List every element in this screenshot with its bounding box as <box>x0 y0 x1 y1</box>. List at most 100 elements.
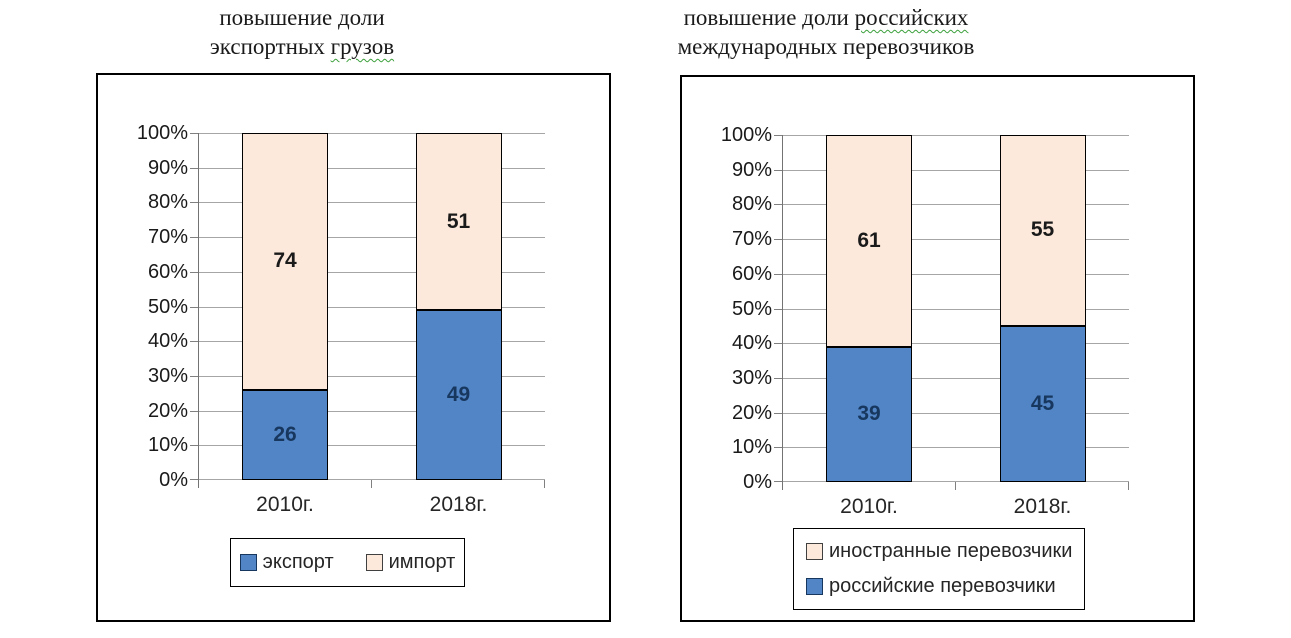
gridline <box>198 133 545 134</box>
bar-value-label: 61 <box>857 228 881 252</box>
y-axis-line <box>198 133 199 488</box>
y-axis-label: 0% <box>159 469 188 491</box>
y-axis-tick <box>190 376 198 377</box>
gridline <box>198 307 545 308</box>
legend-item: импорт <box>365 551 456 574</box>
y-axis-label: 20% <box>147 400 188 422</box>
y-axis-label: 20% <box>731 402 772 424</box>
left-chart-title: повышение доли экспортных грузов <box>96 3 508 61</box>
y-axis-label: 100% <box>136 122 188 144</box>
y-axis-tick <box>190 307 198 308</box>
y-axis-tick <box>774 239 782 240</box>
bar-value-label: 51 <box>446 209 471 233</box>
y-axis-label: 60% <box>731 263 772 285</box>
title-text: повышение доли <box>683 5 855 30</box>
y-axis-tick <box>190 168 198 169</box>
x-axis-tick <box>371 480 372 488</box>
legend-swatch <box>239 554 257 571</box>
legend-swatch <box>806 543 823 560</box>
gridline <box>198 411 545 412</box>
spellcheck-underlined-text: российских <box>854 5 969 30</box>
y-axis-tick <box>190 202 198 203</box>
y-axis-tick <box>190 133 198 134</box>
legend-label: импорт <box>388 551 456 573</box>
y-axis-label: 40% <box>731 332 772 354</box>
gridline <box>782 239 1129 240</box>
x-axis-tick <box>1128 482 1129 490</box>
y-axis-label: 90% <box>147 157 188 179</box>
chart-title-line: повышение доли российских <box>620 3 1032 32</box>
chart-title-line: повышение доли <box>96 3 508 32</box>
legend-label: экспорт <box>262 551 334 573</box>
gridline <box>782 447 1129 448</box>
bar-segment <box>826 346 912 482</box>
plot-area: 0% 10% 20% 30% 40% 50% 60% 70% 80% 90% 100% 39 61 201… <box>721 124 1129 518</box>
y-axis-tick <box>190 341 198 342</box>
y-axis-label: 50% <box>147 296 188 318</box>
legend-item: экспорт <box>239 551 334 574</box>
gridline <box>782 204 1129 205</box>
y-axis-label: 70% <box>731 228 772 250</box>
gridline <box>198 272 545 273</box>
y-axis-tick <box>774 481 782 482</box>
bar-value-label: 39 <box>857 402 881 426</box>
gridline <box>198 237 545 238</box>
legend: иностранные перевозчики российские перево… <box>793 528 1085 610</box>
x-axis-tick <box>955 482 956 490</box>
y-axis-label: 40% <box>147 330 188 352</box>
x-category-label: 2010г. <box>840 495 898 518</box>
bar-value-label: 49 <box>446 383 471 406</box>
legend-swatch <box>806 578 823 595</box>
title-text: экспортных <box>209 34 331 59</box>
gridline <box>782 170 1129 171</box>
plot-area: 0% 10% 20% 30% 40% 50% 60% 70% 80% 90% 100% 26 74 201… <box>137 122 545 516</box>
bar-value-label: 26 <box>273 422 297 446</box>
y-axis-tick <box>774 274 782 275</box>
y-axis-label: 50% <box>731 298 772 320</box>
gridline <box>782 135 1129 136</box>
gridline <box>782 343 1129 344</box>
x-axis-tick <box>544 480 545 488</box>
gridline <box>198 168 545 169</box>
y-axis-tick <box>190 445 198 446</box>
legend-label: иностранные перевозчики <box>829 540 1073 562</box>
gridline <box>198 341 545 342</box>
bar-segment <box>415 309 502 480</box>
title-text: повышение доли <box>219 5 385 30</box>
y-axis-label: 10% <box>731 436 772 458</box>
y-axis-tick <box>774 343 782 344</box>
y-axis-label: 80% <box>147 191 188 213</box>
y-axis-label: 90% <box>731 159 772 181</box>
bar-segment <box>999 325 1086 482</box>
gridline <box>198 479 545 480</box>
spellcheck-underlined-text: грузов <box>330 34 395 59</box>
chart-title-line: экспортных грузов <box>96 32 508 61</box>
gridline <box>782 413 1129 414</box>
bar-segment <box>999 135 1086 326</box>
y-axis-tick <box>190 237 198 238</box>
y-axis-tick <box>774 170 782 171</box>
bar-segment <box>415 133 502 310</box>
title-text: международных перевозчиков <box>677 34 975 59</box>
bar-segment <box>242 133 328 390</box>
y-axis-tick <box>774 413 782 414</box>
legend: экспорт импорт <box>230 538 465 587</box>
y-axis-tick <box>774 378 782 379</box>
y-axis-tick <box>774 135 782 136</box>
bar-value-label: 45 <box>1030 391 1055 415</box>
y-axis-tick <box>190 479 198 480</box>
gridline <box>198 202 545 203</box>
legend-swatch <box>365 554 383 571</box>
y-axis-line <box>782 135 783 490</box>
gridline <box>782 274 1129 275</box>
chart-title-line: международных перевозчиков <box>620 32 1032 61</box>
y-axis-label: 80% <box>731 193 772 215</box>
gridline <box>782 378 1129 379</box>
y-axis-label: 100% <box>720 124 772 146</box>
bar-value-label: 74 <box>273 249 297 273</box>
y-axis-label: 30% <box>731 367 772 389</box>
legend-item: иностранные перевозчики <box>806 540 1072 563</box>
legend-label: российские перевозчики <box>829 575 1056 597</box>
carriers-chart-box: 0% 10% 20% 30% 40% 50% 60% 70% 80% 90% 100% 39 61 201… <box>680 75 1195 622</box>
